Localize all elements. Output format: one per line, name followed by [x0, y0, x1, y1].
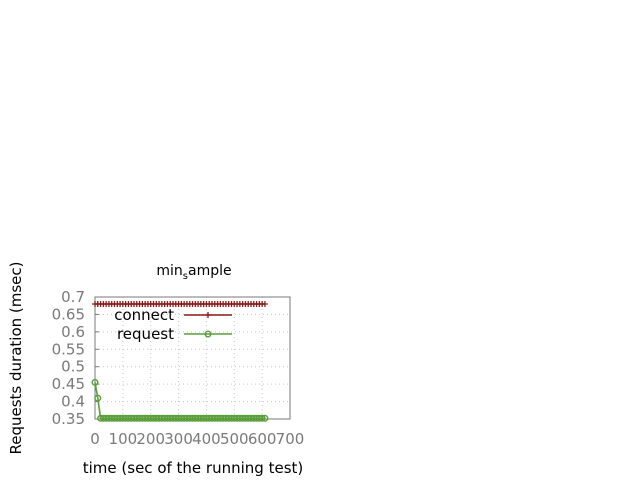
- chart-title: minsample: [156, 263, 231, 282]
- series-request-point: [91, 378, 99, 386]
- x-tick-label: 700: [276, 430, 305, 448]
- x-tick-label: 100: [109, 430, 138, 448]
- legend-label-request: request: [117, 325, 174, 343]
- series-layer: [91, 300, 269, 422]
- legend-label-connect: connect: [114, 306, 174, 324]
- y-tick-label: 0.7: [61, 288, 85, 306]
- y-tick-label: 0.4: [61, 393, 85, 411]
- axis-ticks: 0 100 200 300 400 500 600 700 0.350.40.450.50.55…: [52, 288, 305, 448]
- y-tick-label: 0.5: [61, 358, 85, 376]
- y-tick-label: 0.65: [52, 305, 85, 323]
- grid: [95, 297, 290, 419]
- chart-title-base: min: [156, 263, 182, 279]
- series-request-point: [94, 394, 102, 402]
- chart-title-subscript: s: [183, 271, 188, 282]
- series-request-point: [261, 414, 269, 422]
- x-tick-label: 500: [220, 430, 249, 448]
- x-tick-label: 200: [136, 430, 165, 448]
- series-connect-point: [261, 300, 268, 307]
- y-tick-label: 0.55: [52, 340, 85, 358]
- x-axis-label: time (sec of the running test): [83, 459, 304, 477]
- y-tick-label: 0.45: [52, 375, 85, 393]
- chart-title-rest: ample: [188, 263, 232, 279]
- x-tick-label: 0: [90, 430, 100, 448]
- x-tick-label: 400: [192, 430, 221, 448]
- legend-marker-connect: [205, 312, 211, 318]
- series-request-line: [94, 382, 265, 420]
- legend-marker-request: [204, 330, 212, 338]
- x-tick-label: 600: [248, 430, 277, 448]
- y-tick-label: 0.35: [52, 410, 85, 428]
- y-tick-label: 0.6: [61, 323, 85, 341]
- series-request-point: [258, 414, 266, 422]
- y-axis-label: Requests duration (msec): [7, 261, 25, 454]
- x-tick-label: 300: [164, 430, 193, 448]
